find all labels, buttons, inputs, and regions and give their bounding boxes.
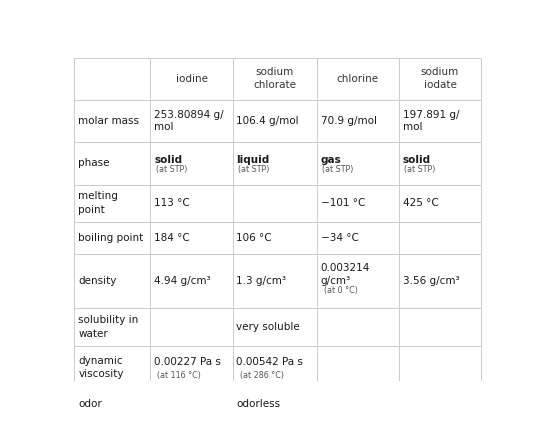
Text: −101 °C: −101 °C [321, 198, 365, 208]
Text: chlorine: chlorine [337, 74, 379, 84]
Bar [233, 389, 317, 419]
Bar [317, 308, 399, 346]
Bar [74, 184, 151, 222]
Bar [317, 57, 399, 100]
Text: sodium
chlorate: sodium chlorate [253, 67, 296, 90]
Text: iodine: iodine [175, 74, 207, 84]
Bar [317, 346, 399, 389]
Bar [233, 308, 317, 346]
Bar [151, 100, 233, 142]
Text: (at 286 °C): (at 286 °C) [240, 371, 283, 380]
Bar [74, 389, 151, 419]
Text: 253.80894 g/
mol: 253.80894 g/ mol [155, 110, 224, 132]
Text: dynamic
viscosity: dynamic viscosity [78, 356, 124, 379]
Text: solid: solid [155, 155, 182, 165]
Text: (at STP): (at STP) [238, 165, 269, 174]
Bar [233, 222, 317, 254]
Text: 106.4 g/mol: 106.4 g/mol [236, 116, 299, 126]
Text: 106 °C: 106 °C [236, 233, 272, 243]
Bar [317, 100, 399, 142]
Bar [74, 57, 151, 100]
Bar [151, 57, 233, 100]
Text: 113 °C: 113 °C [155, 198, 190, 208]
Bar [317, 254, 399, 308]
Bar [233, 254, 317, 308]
Text: gas: gas [321, 155, 341, 165]
Text: boiling point: boiling point [78, 233, 144, 243]
Bar [151, 142, 233, 184]
Bar [399, 222, 481, 254]
Text: density: density [78, 276, 117, 286]
Bar [74, 222, 151, 254]
Bar [151, 254, 233, 308]
Bar [151, 389, 233, 419]
Text: molar mass: molar mass [78, 116, 139, 126]
Text: solubility in
water: solubility in water [78, 315, 139, 339]
Bar [317, 184, 399, 222]
Bar [74, 254, 151, 308]
Bar [233, 100, 317, 142]
Text: 197.891 g/
mol: 197.891 g/ mol [403, 110, 459, 132]
Text: sodium
iodate: sodium iodate [421, 67, 459, 90]
Text: 0.00542 Pa s: 0.00542 Pa s [236, 357, 304, 367]
Text: 0.00227 Pa s: 0.00227 Pa s [155, 357, 221, 367]
Bar [74, 346, 151, 389]
Text: 3.56 g/cm³: 3.56 g/cm³ [403, 276, 459, 286]
Bar [399, 308, 481, 346]
Bar [74, 308, 151, 346]
Text: 4.94 g/cm³: 4.94 g/cm³ [155, 276, 211, 286]
Bar [399, 389, 481, 419]
Bar [399, 57, 481, 100]
Text: (at 0 °C): (at 0 °C) [324, 286, 358, 295]
Bar [233, 346, 317, 389]
Text: (at STP): (at STP) [322, 165, 354, 174]
Text: −34 °C: −34 °C [321, 233, 359, 243]
Text: melting
point: melting point [78, 191, 118, 215]
Bar [233, 142, 317, 184]
Bar [74, 100, 151, 142]
Bar [317, 389, 399, 419]
Text: odorless: odorless [236, 399, 281, 409]
Bar [317, 222, 399, 254]
Text: solid: solid [403, 155, 431, 165]
Bar [399, 142, 481, 184]
Text: phase: phase [78, 158, 110, 168]
Text: (at 116 °C): (at 116 °C) [157, 371, 201, 380]
Bar [151, 222, 233, 254]
Bar [399, 100, 481, 142]
Bar [233, 184, 317, 222]
Text: very soluble: very soluble [236, 322, 300, 332]
Text: 1.3 g/cm³: 1.3 g/cm³ [236, 276, 287, 286]
Bar [151, 308, 233, 346]
Text: liquid: liquid [236, 155, 270, 165]
Text: 0.003214
g/cm³: 0.003214 g/cm³ [321, 263, 370, 285]
Text: odor: odor [78, 399, 102, 409]
Bar [151, 184, 233, 222]
Bar [151, 346, 233, 389]
Text: 70.9 g/mol: 70.9 g/mol [321, 116, 377, 126]
Text: 184 °C: 184 °C [155, 233, 190, 243]
Bar [399, 184, 481, 222]
Bar [399, 254, 481, 308]
Text: (at STP): (at STP) [405, 165, 436, 174]
Bar [317, 142, 399, 184]
Bar [74, 142, 151, 184]
Text: (at STP): (at STP) [156, 165, 187, 174]
Bar [233, 57, 317, 100]
Text: 425 °C: 425 °C [403, 198, 438, 208]
Bar [399, 346, 481, 389]
